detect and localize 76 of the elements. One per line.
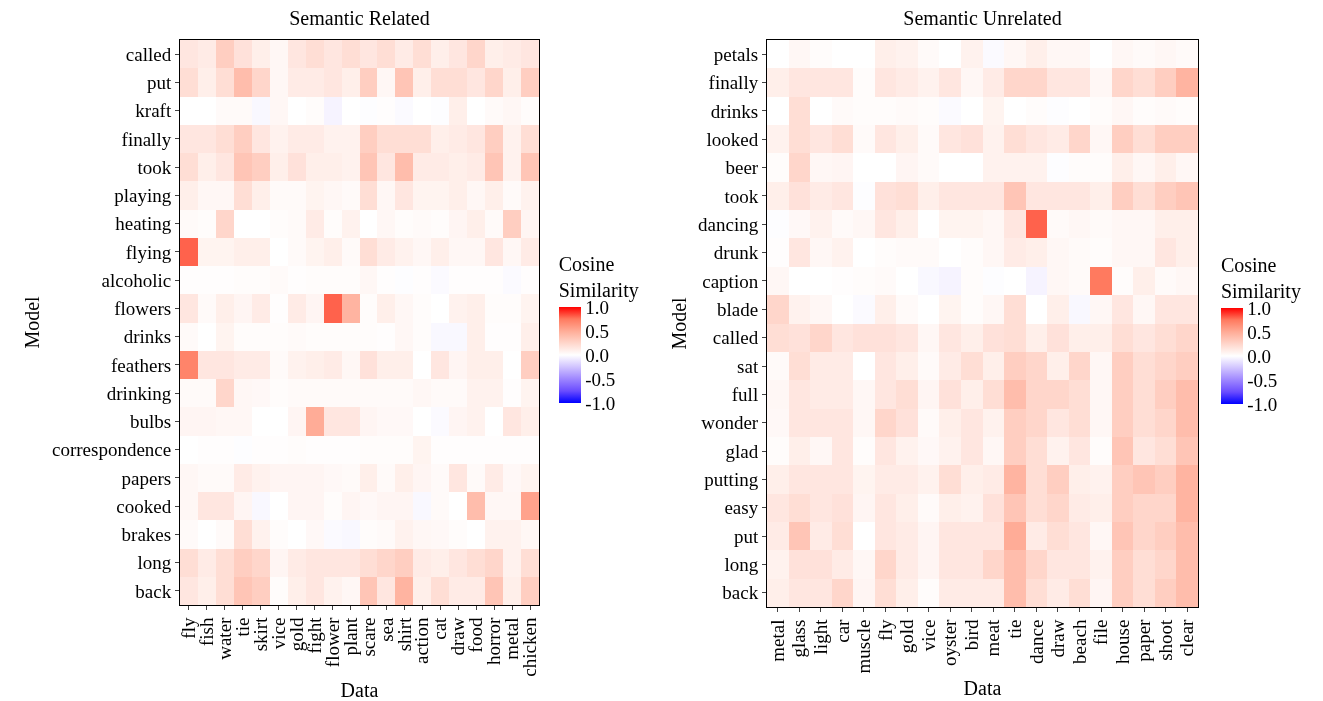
- y-tick-label: put: [733, 525, 759, 547]
- color-bar-label: -1.0: [585, 392, 616, 414]
- y-tick-label: wonder: [701, 412, 759, 434]
- x-axis-title: Data: [340, 679, 379, 701]
- x-tick-label: vice: [917, 619, 939, 652]
- x-tick-label: fly: [874, 619, 896, 641]
- y-axis-title: Model: [667, 296, 690, 350]
- y-tick-label: flowers: [114, 298, 172, 320]
- x-tick-label: paper: [1133, 618, 1155, 662]
- y-tick-label: drinks: [123, 326, 172, 348]
- y-tick-label: feathers: [111, 354, 172, 376]
- y-tick-label: drinks: [710, 100, 759, 122]
- x-tick-label: oyster: [939, 618, 961, 667]
- color-bar-label: 0.0: [1247, 345, 1272, 367]
- x-tick-label: plant: [339, 616, 361, 656]
- x-tick-label: dance: [1025, 619, 1047, 664]
- color-bar-label: 0.0: [585, 344, 610, 366]
- y-tick-label: petals: [713, 43, 759, 65]
- y-tick-label: called: [712, 327, 759, 349]
- chart-title: Semantic Unrelated: [903, 6, 1062, 29]
- x-tick-label: meat: [982, 618, 1004, 657]
- x-tick-label: fly: [178, 617, 200, 639]
- color-bar-label: -1.0: [1247, 393, 1278, 415]
- x-tick-label: file: [1090, 619, 1112, 645]
- y-tick-label: alcoholic: [101, 269, 172, 291]
- x-tick-label: light: [810, 618, 832, 655]
- x-axis-title: Data: [963, 676, 1002, 699]
- x-tick-label: bird: [960, 619, 982, 651]
- y-tick-label: long: [724, 554, 759, 576]
- y-tick-label: dancing: [698, 213, 759, 235]
- color-bar-label: 0.5: [585, 320, 610, 342]
- color-bar-label: -0.5: [585, 368, 616, 390]
- x-tick-label: house: [1111, 619, 1133, 664]
- y-tick-label: full: [731, 384, 759, 406]
- y-tick-label: took: [724, 185, 759, 207]
- y-tick-label: heating: [115, 213, 172, 235]
- x-tick-label: beach: [1068, 619, 1090, 664]
- y-tick-label: beer: [725, 157, 759, 179]
- y-tick-label: sat: [737, 355, 759, 377]
- x-tick-label: tie: [1004, 619, 1026, 639]
- y-tick-label: papers: [121, 467, 172, 489]
- y-tick-label: drinking: [106, 382, 172, 404]
- y-tick-label: blade: [717, 298, 759, 320]
- x-tick-label: draw: [1047, 619, 1069, 658]
- y-tick-label: brakes: [121, 524, 172, 546]
- y-tick-label: correspondence: [51, 439, 172, 461]
- x-tick-label: car: [831, 618, 853, 643]
- y-tick-label: caption: [702, 270, 759, 292]
- y-tick-label: kraft: [135, 100, 172, 122]
- y-tick-label: playing: [114, 185, 172, 207]
- x-tick-label: muscle: [853, 619, 875, 674]
- y-tick-label: finally: [121, 128, 172, 150]
- y-tick-label: took: [137, 156, 172, 178]
- y-tick-label: finally: [708, 72, 759, 94]
- color-bar-label: -0.5: [1247, 369, 1278, 391]
- y-tick-label: long: [137, 552, 172, 574]
- color-bar-label: 0.5: [1247, 321, 1272, 343]
- chart-title: Semantic Related: [289, 6, 430, 29]
- x-tick-label: gold: [896, 619, 918, 654]
- y-tick-label: put: [146, 72, 172, 94]
- y-tick-label: bulbs: [130, 411, 172, 433]
- y-tick-label: easy: [724, 497, 759, 519]
- y-tick-label: putting: [704, 469, 759, 491]
- y-tick-label: looked: [706, 128, 759, 150]
- y-tick-label: cooked: [116, 495, 172, 517]
- y-tick-label: drunk: [713, 242, 759, 264]
- y-tick-label: called: [125, 43, 172, 65]
- y-tick-label: glad: [725, 440, 759, 462]
- y-axis-title: Model: [21, 295, 44, 349]
- x-tick-label: clear: [1176, 618, 1198, 657]
- x-tick-label: metal: [766, 619, 788, 662]
- x-tick-label: shoot: [1154, 618, 1176, 661]
- x-tick-label: glass: [788, 619, 810, 658]
- y-tick-label: back: [722, 582, 759, 604]
- y-tick-label: flying: [125, 241, 172, 263]
- y-tick-label: back: [135, 580, 172, 602]
